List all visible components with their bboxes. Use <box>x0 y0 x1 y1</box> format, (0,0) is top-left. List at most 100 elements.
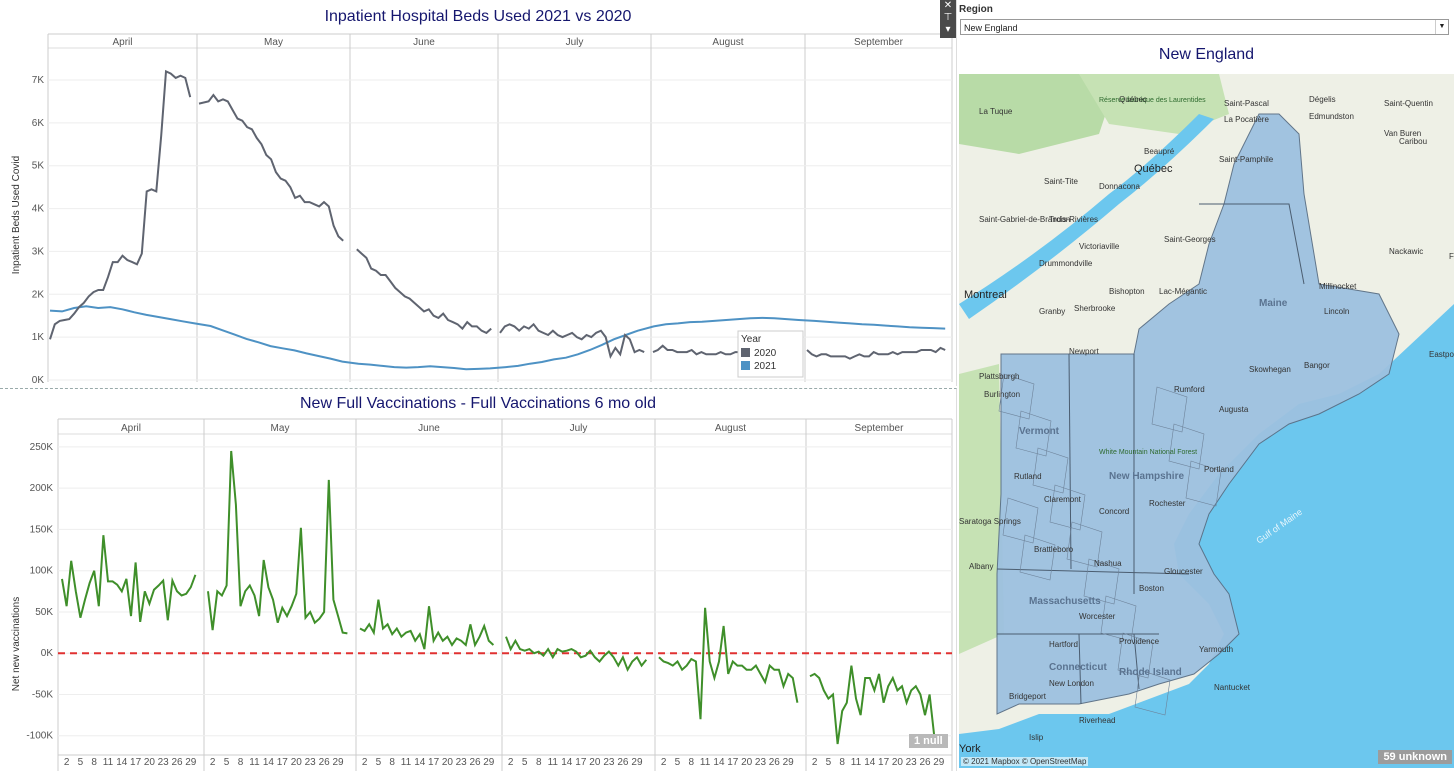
y-tick-label: 7K <box>32 75 45 86</box>
map-place-label: Rhode Island <box>1119 667 1182 678</box>
map-place-label: Bridgeport <box>1009 692 1047 701</box>
map-place-label: Worcester <box>1079 612 1116 621</box>
month-label: May <box>264 37 283 48</box>
day-tick-label: 23 <box>906 757 918 768</box>
map-place-label: La Pocatière <box>1224 115 1269 124</box>
day-tick-label: 2 <box>210 757 216 768</box>
county-border <box>1019 534 1056 581</box>
map-place-label: Yarmouth <box>1199 645 1233 654</box>
hospital-beds-chart[interactable]: April May June July August September 0K 1K 2K 3K 4… <box>0 0 956 386</box>
map-place-label: Vermont <box>1019 426 1060 437</box>
day-tick-label: 23 <box>603 757 615 768</box>
y-axis-label: Inpatient Beds Used Covid <box>11 156 22 274</box>
map-place-label: Newport <box>1069 347 1100 356</box>
day-tick-label: 26 <box>919 757 931 768</box>
month-label: July <box>566 37 584 48</box>
map-place-label: Plattsburgh <box>979 372 1019 381</box>
day-tick-label: 5 <box>675 757 681 768</box>
map-place-label: La Tuque <box>979 107 1013 116</box>
close-icon[interactable]: ✕ <box>943 0 953 11</box>
day-tick-label: 29 <box>933 757 945 768</box>
vaccinations-chart[interactable]: April May June July August September250K200K1… <box>0 389 956 771</box>
vaccinations-line <box>809 665 936 745</box>
day-tick-label: 5 <box>78 757 84 768</box>
vaccinations-chart-title: New Full Vaccinations - Full Vaccination… <box>300 395 656 412</box>
map-place-label: Beaupré <box>1144 147 1175 156</box>
unknown-badge[interactable]: 59 unknown <box>1378 750 1452 764</box>
vaccinations-line <box>207 450 348 635</box>
vaccinations-line <box>359 599 495 650</box>
chevron-down-icon[interactable]: ▼ <box>1435 20 1448 34</box>
legend-title: Year <box>741 334 762 345</box>
day-tick-label: 14 <box>116 757 128 768</box>
day-tick-label: 26 <box>319 757 331 768</box>
day-tick-label: 8 <box>689 757 695 768</box>
map-attribution[interactable]: © 2021 Mapbox © OpenStreetMap <box>961 757 1089 766</box>
month-label: April <box>112 37 132 48</box>
day-tick-label: 29 <box>185 757 197 768</box>
day-tick-label: 11 <box>851 757 862 768</box>
map-place-label: Portland <box>1204 465 1234 474</box>
pin-icon[interactable]: ⊤ <box>943 12 953 23</box>
month-label: May <box>271 423 290 434</box>
state-border <box>996 568 1190 575</box>
day-tick-label: 23 <box>305 757 317 768</box>
county-border <box>1151 386 1188 433</box>
series-2020-line <box>49 69 192 340</box>
null-badge[interactable]: 1 null <box>909 734 948 748</box>
map-place-label: Gloucester <box>1164 567 1203 576</box>
series-2020-line <box>806 346 946 360</box>
day-tick-label: 2 <box>812 757 818 768</box>
map-place-label: Québec <box>1119 95 1147 104</box>
day-tick-label: 11 <box>401 757 412 768</box>
day-tick-label: 26 <box>769 757 781 768</box>
day-tick-label: 23 <box>158 757 170 768</box>
vaccinations-line <box>505 636 648 673</box>
map-place-label: Lac-Mégantic <box>1159 287 1207 296</box>
map-place-label: Saint-Pascal <box>1224 99 1269 108</box>
legend: Year 2020 2021 <box>737 330 804 378</box>
county-border <box>1032 447 1069 494</box>
month-label: August <box>712 37 743 48</box>
map-place-label: Connecticut <box>1049 662 1107 673</box>
day-tick-label: 20 <box>442 757 454 768</box>
viz-toolbar[interactable]: ✕ ⊤ ▾ <box>940 0 956 38</box>
map-place-label: Augusta <box>1219 405 1249 414</box>
day-tick-label: 11 <box>700 757 711 768</box>
map-panel: Region New England ▼ New England La Tuqu… <box>957 0 1456 770</box>
legend-label: 2021 <box>754 361 777 372</box>
region-map[interactable]: La Tuque Réserve faunique des Laurentides… <box>959 74 1454 768</box>
map-place-label: Van Buren <box>1384 129 1421 138</box>
month-label: June <box>413 37 435 48</box>
map-place-label: Concord <box>1099 507 1129 516</box>
day-tick-label: 11 <box>548 757 559 768</box>
map-place-label: Eastport <box>1429 350 1454 359</box>
day-tick-label: 29 <box>631 757 643 768</box>
legend-swatch <box>741 361 750 370</box>
map-place-label: Nackawic <box>1389 247 1423 256</box>
map-place-label: Providence <box>1119 637 1160 646</box>
day-tick-label: 23 <box>456 757 468 768</box>
dropdown-icon[interactable]: ▾ <box>945 24 951 35</box>
map-place-label: Saint-Georges <box>1164 235 1216 244</box>
map-place-label: New London <box>1049 679 1094 688</box>
y-tick-label: 200K <box>30 483 54 494</box>
y-tick-label: 5K <box>32 161 45 172</box>
day-tick-label: 11 <box>103 757 114 768</box>
y-axis-label: Net new vaccinations <box>11 597 22 692</box>
day-tick-label: 5 <box>376 757 382 768</box>
day-tick-label: 29 <box>333 757 345 768</box>
region-dropdown-value: New England <box>964 23 1018 33</box>
hospital-beds-chart-title: Inpatient Hospital Beds Used 2021 vs 202… <box>324 8 632 25</box>
state-border <box>1199 203 1305 285</box>
region-dropdown[interactable]: New England ▼ <box>960 19 1449 35</box>
map-place-label: Saint-Pamphile <box>1219 155 1274 164</box>
map-place-label: Nashua <box>1094 559 1122 568</box>
map-place-label: Claremont <box>1044 495 1082 504</box>
map-place-label: Québec <box>1134 163 1173 175</box>
month-label: July <box>570 423 588 434</box>
day-tick-label: 2 <box>64 757 70 768</box>
map-place-label: Bangor <box>1304 361 1330 370</box>
series-2020-line <box>356 248 492 335</box>
map-place-label: Rumford <box>1174 385 1205 394</box>
